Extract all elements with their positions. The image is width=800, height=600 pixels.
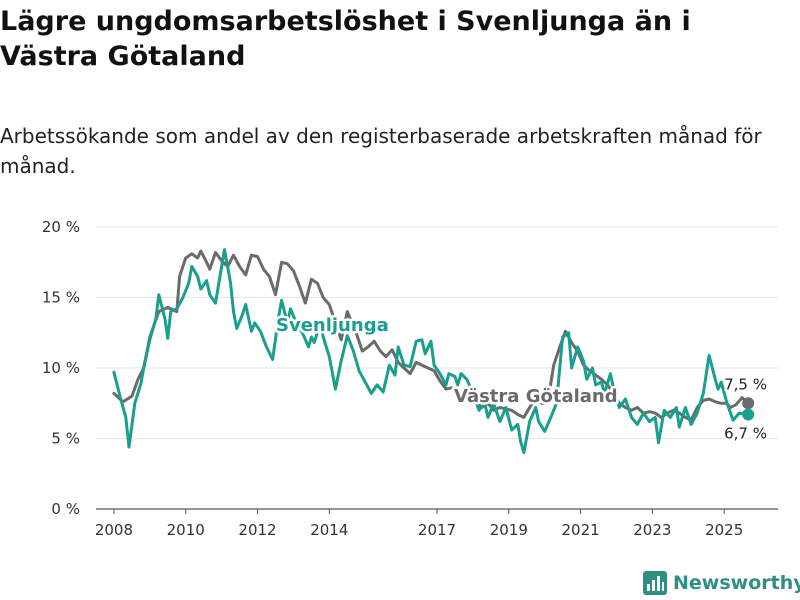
end-value-svenljunga-halo: 6,7 %: [724, 425, 767, 443]
chart-title: Lägre ungdomsarbetslöshet i Svenljunga ä…: [0, 6, 691, 72]
y-axis: 0 % 5 % 10 % 15 % 20 %: [42, 218, 80, 518]
end-point-marker: [742, 397, 755, 410]
x-tick-label: 2025: [705, 521, 743, 539]
series-line-vastra-gotaland: [112, 249, 750, 422]
x-tick-label: 2008: [95, 521, 133, 539]
end-value-vastra-gotaland: 7,5 %: [724, 375, 767, 393]
y-tick-label: 15 %: [42, 289, 80, 307]
x-tick-label: 2023: [633, 521, 671, 539]
x-tick-label: 2014: [310, 521, 348, 539]
x-tick-label: 2017: [418, 521, 456, 539]
y-tick-label: 20 %: [42, 218, 80, 236]
end-point-marker: [742, 408, 755, 421]
x-tick-label: 2021: [561, 521, 599, 539]
x-tick-label: 2010: [167, 521, 205, 539]
series-label-svenljunga: Svenljunga: [276, 315, 389, 336]
bar-chart-logo-icon: [643, 571, 667, 595]
y-tick-label: 0 %: [51, 500, 80, 518]
end-value-svenljunga: 6,7 %: [724, 425, 767, 443]
x-tick-label: 2019: [490, 521, 528, 539]
brand-logo: Newsworthy: [643, 568, 800, 598]
brand-name: Newsworthy: [673, 572, 800, 594]
x-axis: 2008 2010 2012 2014 2017 2019 2021 2023 2025: [95, 509, 743, 539]
end-value-vastra-gotaland-halo: 7,5 %: [724, 375, 767, 393]
x-tick-label: 2012: [238, 521, 276, 539]
series-lines: [112, 248, 755, 455]
y-tick-label: 10 %: [42, 359, 80, 377]
y-tick-label: 5 %: [51, 430, 80, 448]
chart-subtitle: Arbetssökande som andel av den registerb…: [0, 124, 762, 178]
series-label-svenljunga-halo: Svenljunga: [276, 315, 389, 336]
series-label-vastra-gotaland: Västra Götaland: [454, 386, 618, 407]
series-label-vastra-gotaland-halo: Västra Götaland: [454, 386, 618, 407]
series-line-svenljunga: [112, 248, 750, 455]
